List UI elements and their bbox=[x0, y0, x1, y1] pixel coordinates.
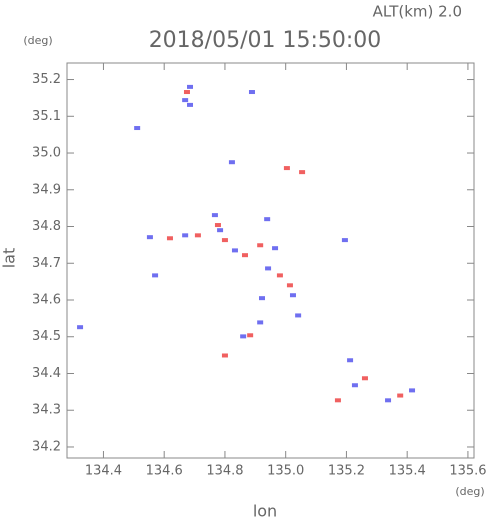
echo-point bbox=[134, 126, 141, 131]
echo-point bbox=[257, 320, 264, 325]
echo-point bbox=[276, 273, 283, 278]
y-unit: (deg) bbox=[23, 34, 52, 47]
echo-point bbox=[299, 170, 306, 175]
x-tick-label: 134.4 bbox=[85, 464, 122, 479]
y-tick-label: 35.1 bbox=[32, 109, 61, 124]
x-unit: (deg) bbox=[455, 485, 484, 498]
echo-point bbox=[258, 296, 265, 301]
x-tick-label: 135.6 bbox=[449, 464, 486, 479]
echo-point bbox=[214, 223, 221, 228]
echo-point bbox=[211, 213, 218, 218]
echo-point bbox=[272, 246, 279, 251]
echo-point bbox=[187, 102, 194, 107]
altitude-label: ALT(km) 2.0 bbox=[373, 3, 462, 21]
echo-point bbox=[347, 358, 354, 363]
echo-point bbox=[152, 273, 159, 278]
y-tick-label: 34.5 bbox=[32, 329, 61, 344]
y-tick-label: 34.2 bbox=[32, 439, 61, 454]
echo-point bbox=[77, 325, 84, 330]
y-tick-label: 34.3 bbox=[32, 403, 61, 418]
echo-point bbox=[146, 235, 153, 240]
echo-point bbox=[240, 334, 247, 339]
x-tick-label: 135.4 bbox=[389, 464, 426, 479]
echo-point bbox=[183, 90, 190, 95]
chart-title: 2018/05/01 15:50:00 bbox=[149, 28, 382, 53]
y-axis-label: lat bbox=[0, 248, 19, 269]
x-tick-label: 134.8 bbox=[206, 464, 243, 479]
echo-point bbox=[295, 313, 302, 318]
echo-point bbox=[231, 248, 238, 253]
echo-point bbox=[221, 353, 228, 358]
y-tick-label: 34.4 bbox=[32, 366, 61, 381]
y-tick-label: 35.0 bbox=[32, 146, 61, 161]
echo-point bbox=[334, 398, 341, 403]
echo-point bbox=[264, 217, 271, 222]
echo-point bbox=[194, 233, 201, 238]
echo-point bbox=[265, 266, 272, 271]
echo-point bbox=[351, 383, 358, 388]
y-tick-label: 34.6 bbox=[32, 293, 61, 308]
echo-point bbox=[228, 160, 235, 165]
echo-point bbox=[409, 388, 416, 393]
y-tick-label: 34.8 bbox=[32, 219, 61, 234]
x-tick-label: 135.2 bbox=[328, 464, 365, 479]
x-tick-label: 134.6 bbox=[146, 464, 183, 479]
plot-frame bbox=[66, 62, 475, 459]
echo-point bbox=[221, 238, 228, 243]
echo-point bbox=[361, 376, 368, 381]
echo-point bbox=[289, 293, 296, 298]
x-tick-label: 135.0 bbox=[267, 464, 304, 479]
echo-point bbox=[248, 90, 255, 95]
echo-point bbox=[385, 398, 392, 403]
y-tick-label: 34.9 bbox=[32, 182, 61, 197]
echo-point bbox=[247, 333, 254, 338]
echo-point bbox=[286, 283, 293, 288]
echo-point bbox=[187, 84, 194, 89]
y-tick-label: 35.2 bbox=[32, 72, 61, 87]
echo-point bbox=[217, 228, 224, 233]
echo-point bbox=[182, 98, 189, 103]
y-tick-label: 34.7 bbox=[32, 256, 61, 271]
echo-point bbox=[257, 243, 264, 248]
x-axis-label: lon bbox=[253, 502, 277, 521]
echo-point bbox=[397, 393, 404, 398]
echo-point bbox=[166, 236, 173, 241]
echo-point bbox=[341, 238, 348, 243]
echo-point bbox=[182, 233, 189, 238]
echo-point bbox=[241, 253, 248, 258]
echo-point bbox=[283, 166, 290, 171]
